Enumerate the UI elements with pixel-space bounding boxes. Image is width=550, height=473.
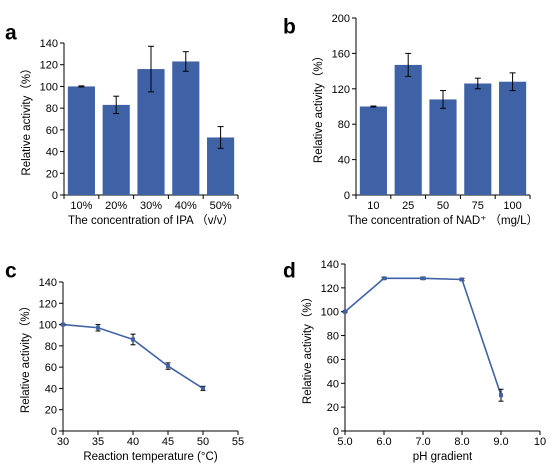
panel-letter: b xyxy=(283,15,296,38)
bar xyxy=(102,104,130,195)
x-tick-label: 35 xyxy=(92,436,104,448)
y-tick-label: 160 xyxy=(332,48,350,60)
y-axis-label: Relative activity（%） xyxy=(20,62,33,175)
y-tick-label: 80 xyxy=(46,103,58,115)
y-tick-label: 20 xyxy=(45,405,57,417)
y-tick-label: 140 xyxy=(39,277,57,289)
x-tick-label: 40 xyxy=(127,436,139,448)
y-tick-label: 40 xyxy=(338,155,350,167)
y-tick-label: 140 xyxy=(321,259,339,271)
y-tick-label: 0 xyxy=(51,426,57,438)
y-tick-label: 80 xyxy=(327,331,339,343)
x-tick-label: 6.0 xyxy=(376,436,391,448)
bar xyxy=(394,64,422,195)
data-point xyxy=(421,276,425,281)
y-tick-label: 40 xyxy=(46,147,58,159)
y-tick-label: 0 xyxy=(52,190,58,202)
panel-letter: c xyxy=(5,259,17,282)
y-tick-label: 140 xyxy=(40,38,58,50)
y-tick-label: 60 xyxy=(46,125,58,137)
series-line xyxy=(344,277,502,396)
x-tick-label: 30 xyxy=(57,436,69,448)
x-tick-label: 55 xyxy=(232,436,244,448)
x-tick-label: 100 xyxy=(503,200,521,212)
x-tick-label: 45 xyxy=(162,436,174,448)
x-tick-label: 75 xyxy=(472,200,484,212)
data-point xyxy=(201,386,205,391)
panel-letter: d xyxy=(283,259,296,282)
x-tick-label: 9.0 xyxy=(493,436,508,448)
y-tick-label: 0 xyxy=(333,426,339,438)
y-tick-label: 120 xyxy=(332,84,350,96)
x-tick-label: 40% xyxy=(175,200,197,212)
y-axis-label: Relative activity（%） xyxy=(301,291,314,404)
data-point xyxy=(61,322,65,327)
bar xyxy=(172,61,200,196)
data-point xyxy=(382,276,386,281)
bar xyxy=(499,81,527,195)
data-point xyxy=(96,325,100,330)
x-tick-label: 50% xyxy=(210,200,232,212)
panel-d: d 0 20 40 60 80 100 120 140 Relative activity（%） p… xyxy=(283,259,546,463)
x-tick-label: 30% xyxy=(140,200,162,212)
y-tick-label: 40 xyxy=(327,378,339,390)
y-tick-label: 100 xyxy=(40,81,58,93)
y-tick-label: 0 xyxy=(344,190,350,202)
y-tick-label: 80 xyxy=(338,119,350,131)
data-point xyxy=(499,393,503,398)
y-axis-label: Relative activity（%） xyxy=(312,50,325,163)
x-tick-label: 25 xyxy=(402,200,414,212)
x-axis-label: The concentration of NAD⁺ （mg/L） xyxy=(348,214,538,227)
data-point xyxy=(131,337,135,342)
bar xyxy=(359,106,387,195)
panel-b: b 0 40 80 120 160 200 Relative activity（%） The c… xyxy=(283,13,538,227)
x-tick-label: 8.0 xyxy=(454,436,469,448)
y-tick-label: 120 xyxy=(321,283,339,295)
x-tick-label: 50 xyxy=(197,436,209,448)
x-tick-label: 7.0 xyxy=(415,436,430,448)
panel-letter: a xyxy=(5,21,17,44)
x-tick-label: 10% xyxy=(70,200,92,212)
y-tick-label: 80 xyxy=(45,341,57,353)
y-tick-label: 60 xyxy=(45,362,57,374)
x-tick-label: 50 xyxy=(437,200,449,212)
x-axis-label: Reaction temperature (°C) xyxy=(83,451,218,463)
y-axis-label: Relative activity（%） xyxy=(19,300,32,413)
panel-c: c 0 20 40 60 80 100 120 140 Relative activity（%） R… xyxy=(5,259,244,463)
y-tick-label: 200 xyxy=(332,13,350,25)
data-point xyxy=(166,364,170,369)
x-tick-label: 20% xyxy=(105,200,127,212)
bar xyxy=(67,86,95,195)
data-point xyxy=(460,277,464,282)
x-tick-label: 5.0 xyxy=(337,436,352,448)
y-tick-label: 60 xyxy=(327,354,339,366)
data-point xyxy=(343,309,347,314)
x-tick-label: 10 xyxy=(367,200,379,212)
y-tick-label: 40 xyxy=(45,383,57,395)
y-tick-label: 20 xyxy=(46,168,58,180)
panel-a: a 0 20 40 60 80 100 120 140 Relative activity（%） T… xyxy=(5,21,239,227)
bar xyxy=(429,99,457,195)
x-axis-label: pH gradient xyxy=(413,451,473,463)
y-tick-label: 20 xyxy=(327,402,339,414)
y-tick-label: 120 xyxy=(39,298,57,310)
y-tick-label: 100 xyxy=(39,320,57,332)
y-tick-label: 100 xyxy=(321,307,339,319)
bar xyxy=(464,83,492,195)
x-axis-label: The concentration of IPA （v/v） xyxy=(68,214,234,227)
y-tick-label: 120 xyxy=(40,60,58,72)
x-tick-label: 10 xyxy=(534,436,546,448)
